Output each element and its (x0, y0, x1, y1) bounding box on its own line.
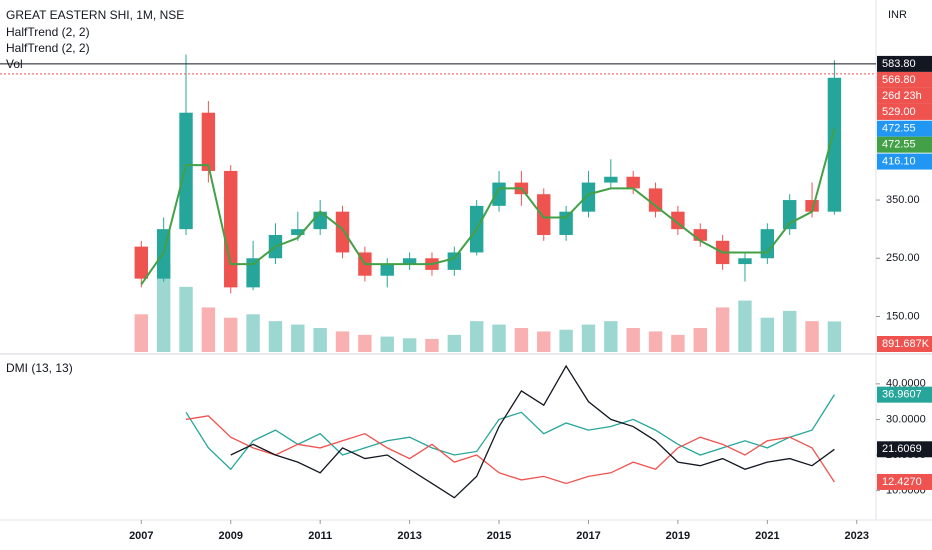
dmi-badge: 36.9607 (882, 389, 922, 401)
candle-body (402, 258, 417, 265)
x-tick-label: 2017 (576, 530, 600, 542)
price-badge-bg (877, 71, 932, 88)
volume-bar (738, 300, 752, 352)
x-tick-label: 2009 (218, 530, 242, 542)
dmi-badge: 21.6069 (882, 443, 922, 455)
volume-bar (693, 328, 707, 352)
y-tick-label: 150.00 (886, 310, 920, 322)
x-tick-label: 2023 (845, 530, 869, 542)
x-tick-label: 2019 (666, 530, 690, 542)
volume-bar (224, 317, 238, 352)
price-badge-bg (877, 103, 932, 120)
candle-body (537, 194, 551, 235)
candle-body (738, 258, 752, 265)
price-badge-bg (877, 120, 932, 137)
volume-bar (156, 262, 171, 352)
price-badge: 529.00 (882, 106, 916, 118)
volume-bar (581, 324, 596, 352)
volume-bar (604, 321, 618, 352)
candle-body (827, 77, 842, 212)
price-badge: 472.55 (882, 123, 916, 135)
volume-bar (268, 321, 283, 352)
candle-body (760, 229, 775, 259)
price-badge-bg (877, 55, 932, 72)
volume-bar (805, 321, 819, 352)
candle-body (581, 182, 596, 212)
volume-bar (827, 321, 842, 352)
candle-body (246, 258, 260, 288)
dmi-label[interactable]: DMI (13, 13) (6, 361, 73, 375)
volume-bar (425, 338, 439, 352)
volume-bar (358, 334, 372, 352)
indicator-label[interactable]: HalfTrend (2, 2) (6, 25, 90, 39)
candle-body (492, 182, 506, 206)
volume-bar (782, 310, 797, 352)
volume-bar (134, 314, 149, 352)
price-badge: 583.80 (882, 58, 916, 70)
countdown-bg (877, 87, 932, 104)
y-tick-label: 350.00 (886, 194, 920, 206)
x-tick-label: 2013 (397, 530, 421, 542)
currency-label: INR (888, 9, 907, 21)
volume-bar (469, 321, 484, 352)
volume-bar (447, 334, 462, 352)
y-tick-label: 250.00 (886, 252, 920, 264)
y-tick-label: 30.0000 (886, 413, 926, 425)
volume-bar (514, 328, 529, 352)
x-tick-label: 2015 (487, 530, 511, 542)
price-badge: 416.10 (882, 155, 916, 167)
price-badge: 566.80 (882, 74, 916, 86)
x-tick-label: 2021 (755, 530, 779, 542)
volume-bar (335, 331, 350, 352)
candle-body (447, 252, 462, 270)
volume-bar (648, 331, 663, 352)
volume-badge: 891.687K (882, 338, 930, 350)
candle-body (179, 112, 193, 230)
volume-bar (715, 307, 730, 352)
candle-body (335, 211, 350, 253)
volume-bar (179, 286, 193, 352)
halftrend-line (140, 128, 836, 286)
price-badge-bg (877, 136, 932, 153)
volume-bar (402, 338, 417, 352)
dmi-badge: 12.4270 (882, 476, 922, 488)
dmi-badge-bg (877, 473, 932, 490)
countdown: 26d 23h (882, 90, 922, 102)
symbol-title[interactable]: GREAT EASTERN SHI, 1M, NSE (6, 8, 184, 22)
volume-bar (291, 324, 305, 352)
candle-body (134, 246, 149, 279)
volume-bar (760, 317, 775, 352)
volume-bar (671, 334, 685, 352)
candle-body (201, 112, 216, 171)
volume-bar (246, 314, 260, 352)
volume-bar (201, 307, 216, 352)
volume-bar (537, 331, 551, 352)
dmi-badge-bg (877, 386, 932, 403)
volume-badge-bg (877, 336, 932, 352)
candle-body (805, 200, 819, 212)
price-badge-bg (877, 153, 932, 170)
volume-bar (313, 328, 327, 352)
volume-bar (559, 329, 573, 352)
volume-bar (492, 324, 506, 352)
volume-bar (626, 328, 640, 352)
dmi-line (230, 364, 835, 499)
candle-body (648, 188, 663, 212)
x-tick-label: 2011 (308, 530, 332, 542)
candle-body (380, 264, 394, 276)
x-tick-label: 2007 (129, 530, 153, 542)
candle-body (224, 170, 238, 288)
dmi-line (185, 415, 835, 485)
candle-body (693, 229, 707, 241)
candle-body (291, 229, 305, 235)
indicator-label[interactable]: HalfTrend (2, 2) (6, 41, 90, 55)
candle-body (559, 211, 573, 235)
candle-body (604, 176, 618, 183)
volume-bar (380, 336, 394, 352)
candle-body (626, 176, 640, 189)
price-badge: 472.55 (882, 139, 916, 151)
dmi-badge-bg (877, 441, 932, 458)
